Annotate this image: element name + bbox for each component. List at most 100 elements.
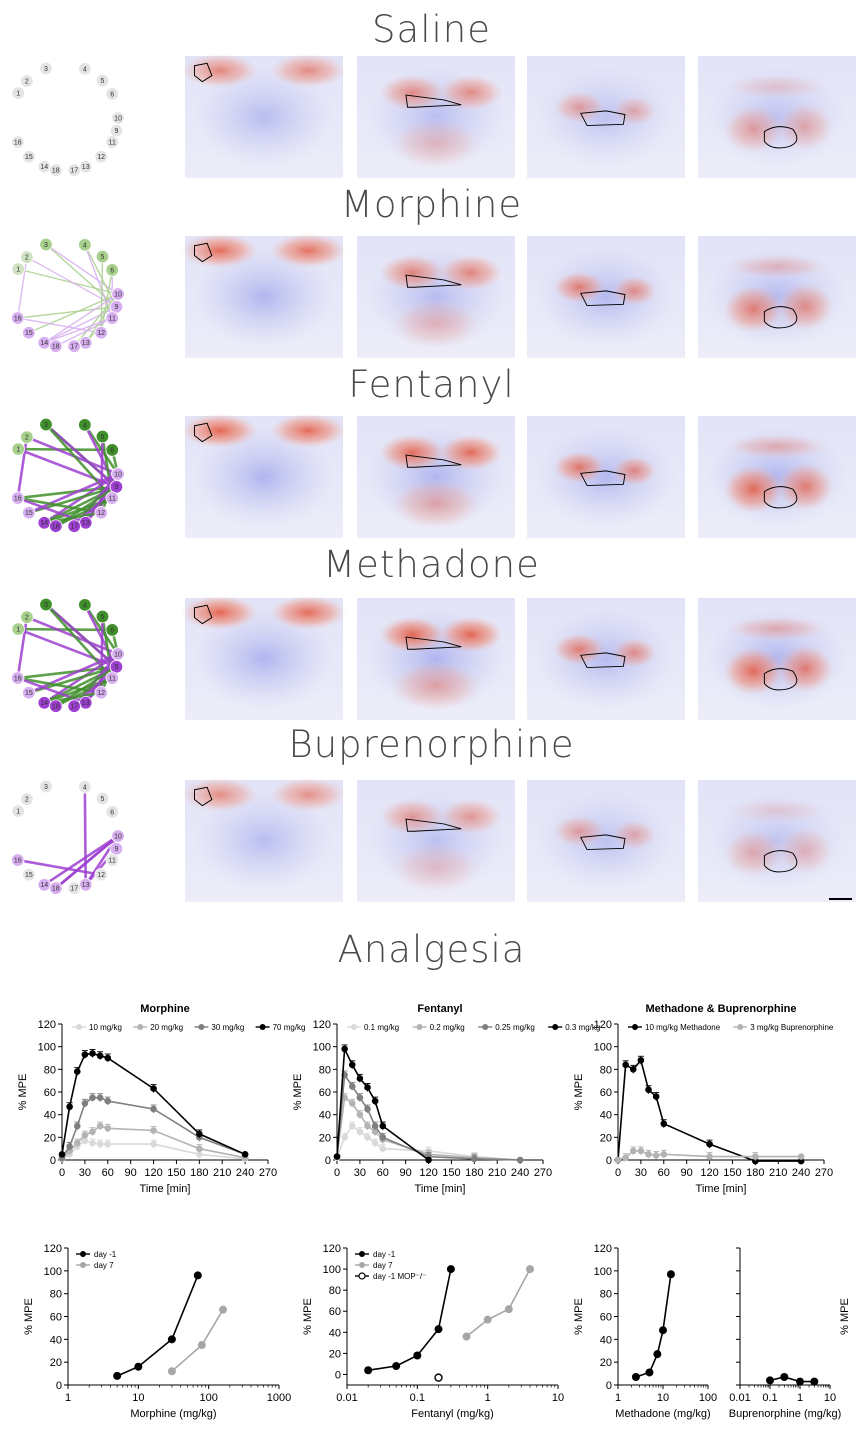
brain-red-blob	[270, 778, 346, 812]
y-tick-label: 40	[319, 1110, 331, 1122]
data-point	[517, 1157, 524, 1164]
brain-section	[527, 416, 685, 538]
data-point	[780, 1373, 788, 1381]
x-tick-label: 60	[658, 1167, 670, 1179]
brain-red-blob	[391, 843, 481, 893]
data-point	[447, 1265, 455, 1273]
y-tick-label: 40	[600, 1110, 612, 1122]
data-point	[242, 1151, 249, 1158]
y-tick-label: 100	[594, 1266, 612, 1278]
network-node-label: 4	[83, 242, 87, 249]
data-point	[372, 1098, 379, 1105]
chart-title: Methadone & Buprenorphine	[646, 1003, 797, 1015]
chart-title: Morphine	[140, 1003, 190, 1015]
legend-marker	[417, 1024, 423, 1030]
network-node-label: 3	[44, 242, 48, 249]
brain-red-blob	[182, 234, 258, 268]
data-point	[766, 1376, 774, 1384]
data-point	[104, 1055, 111, 1062]
data-point	[364, 1134, 371, 1141]
legend-marker	[482, 1024, 488, 1030]
data-point	[645, 1151, 652, 1158]
network-node-label: 17	[70, 168, 78, 175]
chart-panel: 0204060801001200.01 0.1 1 10Fentanyl (mg/kg…	[302, 1243, 564, 1420]
series-line	[467, 1269, 531, 1336]
brain-blue-blob	[535, 246, 677, 348]
brain-section	[357, 236, 515, 358]
network-node-label: 16	[14, 315, 22, 322]
brain-red-blob	[379, 255, 445, 291]
data-point	[379, 1123, 386, 1130]
legend-marker	[737, 1024, 743, 1030]
legend-marker	[359, 1262, 365, 1268]
brain-section	[357, 416, 515, 538]
y-axis-label: % MPE	[573, 1298, 585, 1335]
brain-red-blob	[379, 75, 445, 111]
data-point	[74, 1140, 81, 1147]
brain-red-blob	[553, 633, 605, 665]
legend-marker	[359, 1251, 365, 1257]
data-point	[82, 1132, 89, 1139]
data-point	[97, 1094, 104, 1101]
data-point	[435, 1374, 442, 1381]
legend-label: 20 mg/kg	[150, 1023, 183, 1032]
network-node-label: 10	[114, 471, 122, 478]
x-tick-label: 30	[79, 1167, 91, 1179]
x-tick-label: 120	[700, 1167, 718, 1179]
network-node-label: 11	[109, 495, 116, 502]
series-line	[62, 1054, 245, 1155]
data-point	[89, 1050, 96, 1057]
network-node-label: 14	[40, 882, 48, 889]
brain-section	[182, 596, 346, 720]
data-point	[660, 1120, 667, 1127]
data-point	[74, 1123, 81, 1130]
network-node-label: 1	[16, 267, 20, 274]
network-node-label: 2	[25, 79, 29, 86]
y-tick-label: 80	[44, 1064, 56, 1076]
network-node-label: 9	[114, 484, 118, 491]
data-point	[653, 1093, 660, 1100]
legend-marker	[80, 1251, 86, 1257]
chart-panel: 0 20 40 60 80 100 120 0 30 60 90 120 150 180 210 240 270…	[17, 1003, 306, 1195]
y-tick-label: 60	[329, 1306, 341, 1318]
x-tick-label: 10	[132, 1392, 144, 1404]
data-point	[392, 1362, 400, 1370]
legend-marker	[80, 1262, 86, 1268]
brain-section	[527, 598, 685, 720]
data-point	[349, 1100, 356, 1107]
data-point	[413, 1351, 421, 1359]
y-tick-label: 100	[313, 1042, 331, 1054]
data-point	[89, 1094, 96, 1101]
brain-red-blob	[182, 778, 258, 812]
data-point	[435, 1325, 443, 1333]
y-axis-label: % MPE	[292, 1074, 304, 1111]
data-point	[364, 1123, 371, 1130]
network-diagram: 123456789101112131415161718	[11, 418, 124, 532]
x-axis-label: Methadone (mg/kg)	[615, 1408, 710, 1420]
brain-red-blob	[723, 465, 783, 513]
network-diagram: 123456789101112131415161718	[11, 780, 124, 894]
y-tick-label: 120	[44, 1243, 62, 1255]
y-tick-label: 40	[329, 1327, 341, 1339]
data-point	[632, 1373, 640, 1381]
legend-label: day -1	[373, 1250, 396, 1259]
network-diagram: 123456789101112131415161718	[11, 238, 124, 352]
data-point	[82, 1100, 89, 1107]
network-diagram: 123456789101112131415161718	[11, 598, 124, 712]
data-point	[104, 1125, 111, 1132]
x-tick-label: 90	[125, 1167, 137, 1179]
y-tick-label: 20	[44, 1132, 56, 1144]
data-point	[150, 1127, 157, 1134]
brain-red-blob	[391, 661, 481, 711]
network-node-label: 2	[25, 615, 29, 622]
x-tick-label: 1000	[267, 1392, 291, 1404]
network-node-label: 14	[40, 340, 48, 347]
x-tick-label: 90	[681, 1167, 693, 1179]
network-node-label: 14	[40, 700, 48, 707]
network-node-label: 17	[70, 704, 78, 711]
network-node-label: 5	[101, 614, 105, 621]
data-point	[341, 1134, 348, 1141]
x-tick-label: 0	[334, 1167, 340, 1179]
brain-section	[698, 416, 856, 538]
network-diagram: 123456789101112131415161718	[11, 62, 124, 176]
